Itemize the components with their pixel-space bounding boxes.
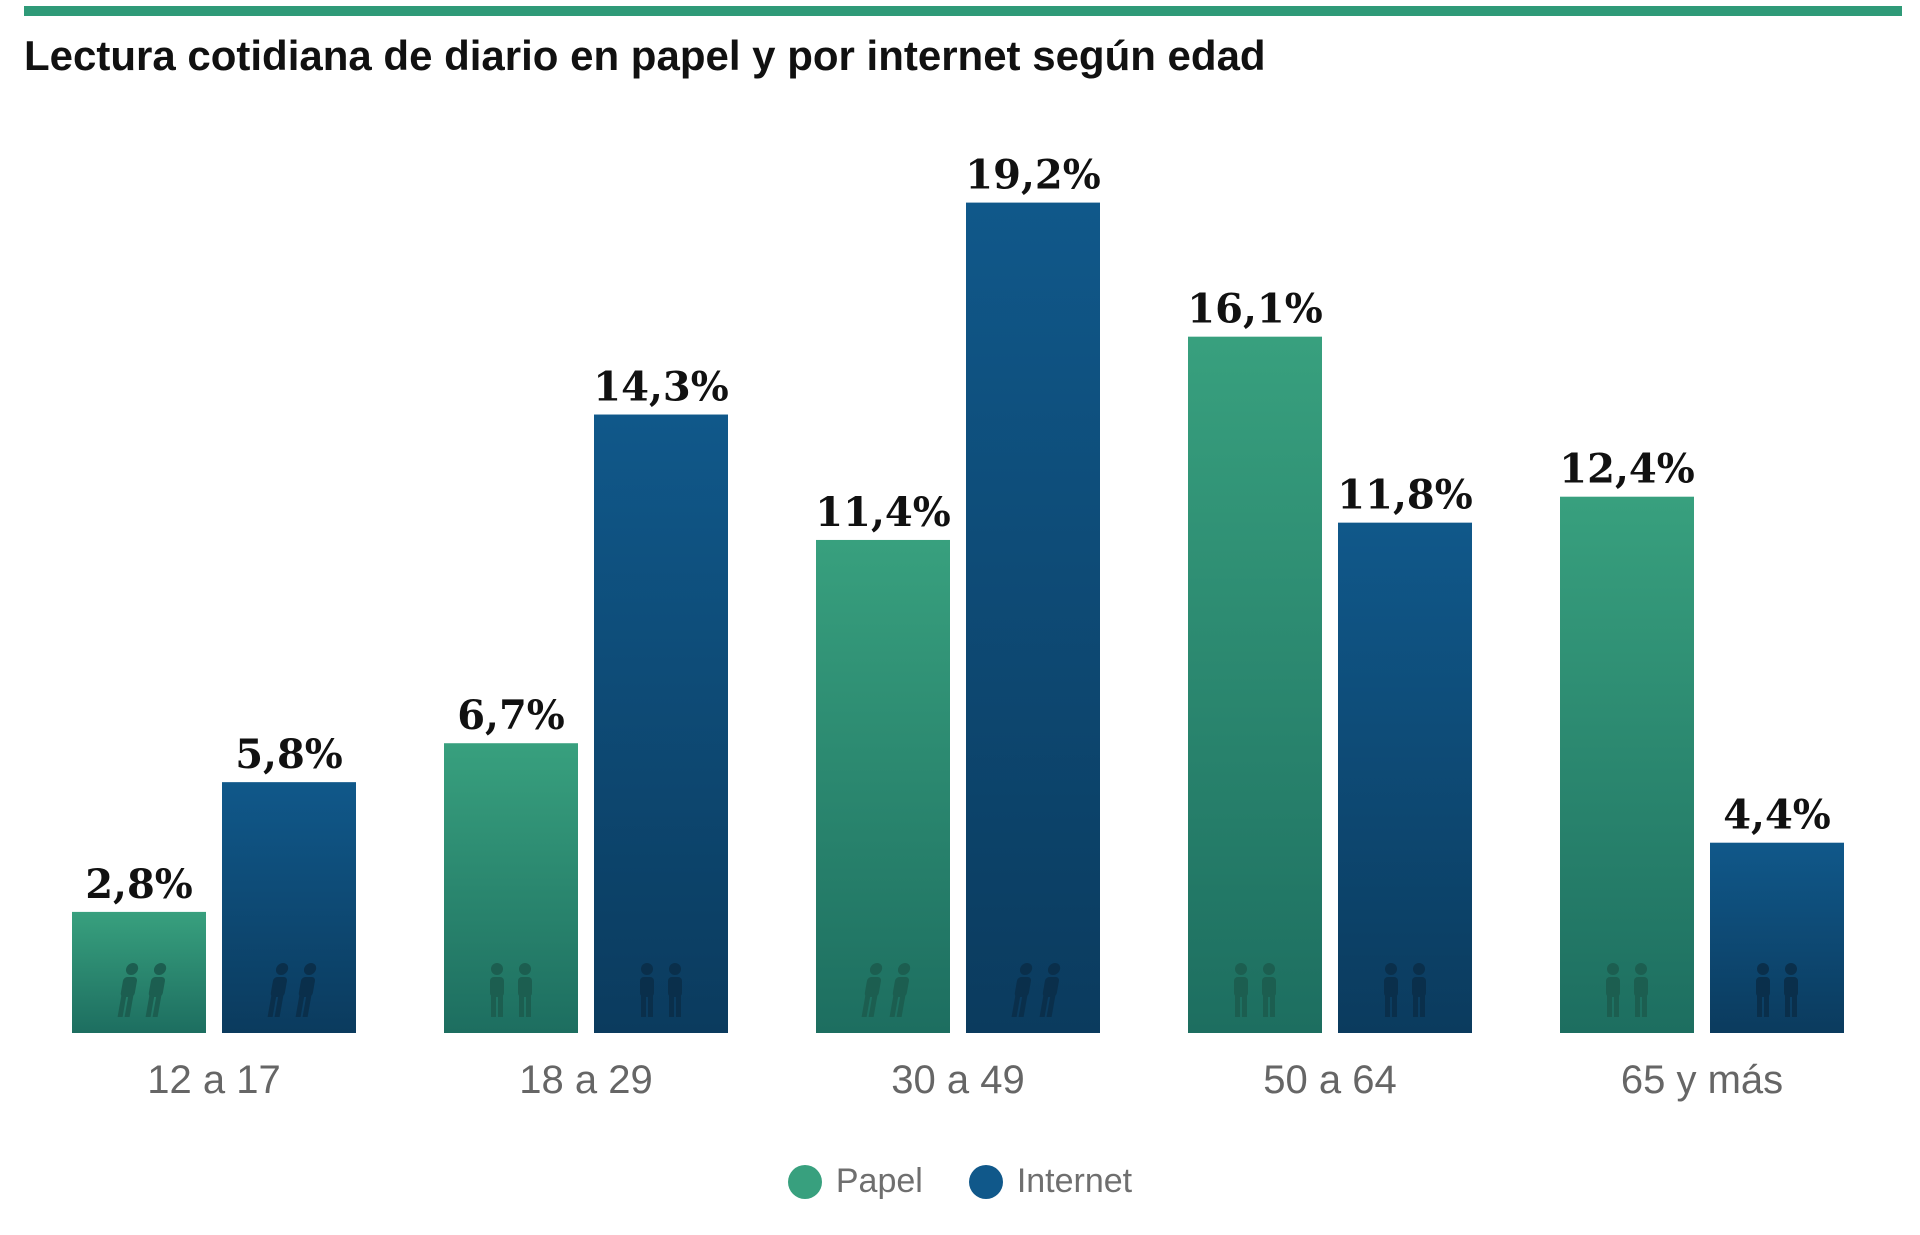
bar-internet-12-a-17 bbox=[222, 782, 356, 1033]
bar-internet-50-a-64 bbox=[1338, 522, 1472, 1033]
legend-swatch-internet bbox=[968, 1164, 1003, 1199]
data-label-papel-50-a-64: 16,1% bbox=[1187, 286, 1322, 333]
category-label-65-y-m-s: 65 y más bbox=[1621, 1058, 1783, 1102]
data-label-internet-18-a-29: 14,3% bbox=[593, 364, 728, 411]
data-label-papel-18-a-29: 6,7% bbox=[457, 692, 565, 739]
bar-internet-30-a-49 bbox=[966, 202, 1100, 1034]
data-label-papel-65-y-m-s: 12,4% bbox=[1559, 446, 1694, 493]
category-label-18-a-29: 18 a 29 bbox=[519, 1058, 652, 1102]
bar-papel-12-a-17 bbox=[72, 911, 206, 1033]
data-label-internet-50-a-64: 11,8% bbox=[1337, 472, 1472, 519]
category-label-12-a-17: 12 a 17 bbox=[147, 1058, 280, 1102]
data-label-papel-12-a-17: 2,8% bbox=[85, 861, 193, 908]
top-rule bbox=[24, 6, 1902, 16]
category-label-50-a-64: 50 a 64 bbox=[1263, 1058, 1396, 1102]
legend-label-internet: Internet bbox=[1016, 1162, 1133, 1200]
legend: Papel Internet bbox=[0, 1162, 1920, 1201]
legend-swatch-papel bbox=[787, 1164, 822, 1199]
data-label-internet-65-y-m-s: 4,4% bbox=[1723, 792, 1831, 839]
data-label-internet-30-a-49: 19,2% bbox=[965, 152, 1100, 199]
bar-internet-65-y-m-s bbox=[1710, 842, 1844, 1033]
category-label-30-a-49: 30 a 49 bbox=[891, 1058, 1024, 1102]
data-label-internet-12-a-17: 5,8% bbox=[235, 731, 343, 778]
legend-item-papel: Papel bbox=[787, 1162, 923, 1201]
legend-label-papel: Papel bbox=[835, 1162, 923, 1200]
bar-papel-65-y-m-s bbox=[1560, 496, 1694, 1033]
data-label-papel-30-a-49: 11,4% bbox=[815, 489, 950, 536]
bar-papel-18-a-29 bbox=[444, 743, 578, 1033]
legend-item-internet: Internet bbox=[968, 1162, 1133, 1201]
bar-internet-18-a-29 bbox=[594, 414, 728, 1033]
chart-title: Lectura cotidiana de diario en papel y p… bbox=[24, 32, 1266, 79]
bar-papel-30-a-49 bbox=[816, 539, 950, 1033]
bar-papel-50-a-64 bbox=[1188, 336, 1322, 1033]
